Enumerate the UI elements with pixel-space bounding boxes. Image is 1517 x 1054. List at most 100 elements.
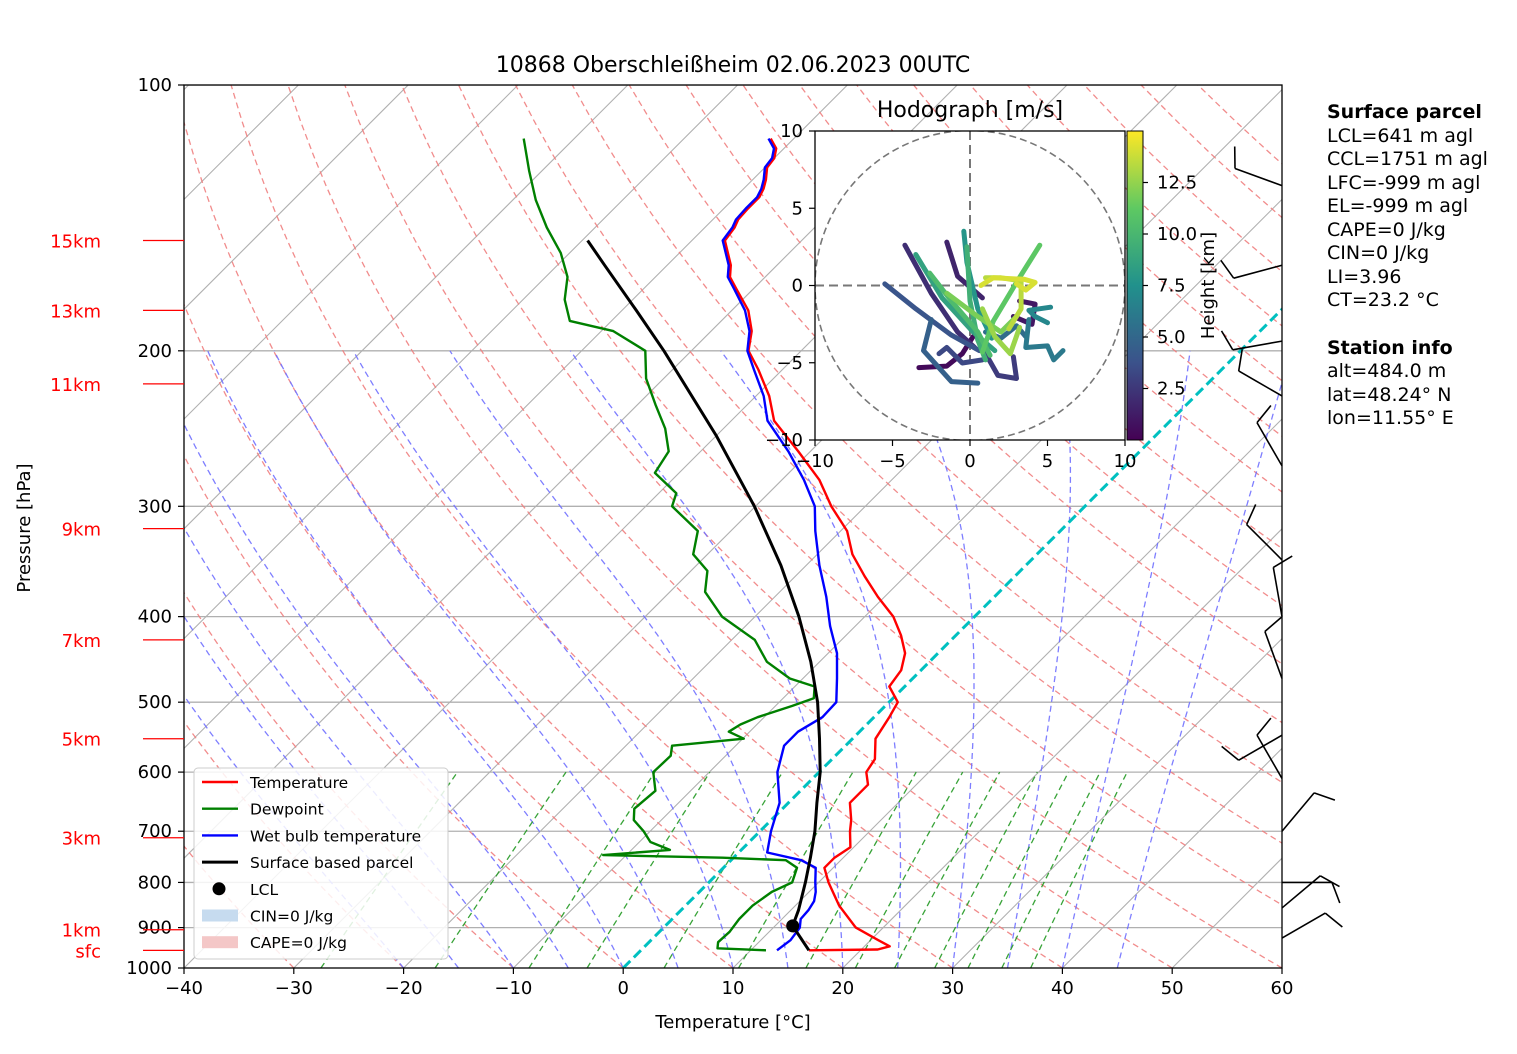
surface-parcel-li: LI=3.96 — [1327, 265, 1402, 288]
mixing-ratio-line — [528, 771, 656, 968]
temperature-line — [723, 138, 907, 952]
x-tick-label: 60 — [1271, 978, 1294, 999]
hodograph-trace — [979, 306, 1023, 357]
dry-adiabat-line — [230, 85, 953, 968]
wind-barb-staff — [1281, 912, 1326, 939]
dry-adiabat-line — [184, 302, 734, 968]
station-info-alt: alt=484.0 m — [1327, 360, 1447, 382]
wind-barb-flag — [1221, 745, 1240, 761]
colorbar-tick-label: 7.5 — [1157, 276, 1186, 297]
legend-label: Temperature — [249, 774, 348, 792]
x-tick-label: 0 — [617, 978, 628, 999]
legend-label: CAPE=0 J/kg — [250, 934, 347, 952]
wind-barbs — [1220, 146, 1343, 939]
wind-barb-staff — [1281, 875, 1321, 909]
station-info-lat: lat=48.24° N — [1327, 383, 1452, 406]
dry-adiabat-line — [856, 85, 1282, 493]
wind-barb — [1233, 146, 1283, 187]
wind-barb — [1272, 555, 1293, 617]
height-label: 5km — [62, 730, 101, 751]
dewpoint-line — [522, 138, 816, 952]
hodograph-trace — [902, 242, 978, 350]
wind-barb-flag — [1245, 504, 1257, 525]
moist-adiabat-line — [449, 350, 789, 968]
x-tick-label: −40 — [165, 978, 203, 999]
height-label: sfc — [75, 941, 101, 962]
legend-swatch — [212, 882, 226, 896]
hodograph-trace — [936, 345, 985, 366]
height-label: 11km — [50, 375, 101, 396]
wind-barb-flag — [1313, 792, 1336, 801]
hodograph-y-tick-label: 0 — [792, 276, 803, 297]
height-label: 15km — [50, 231, 101, 252]
wind-barb-staff — [1256, 422, 1283, 467]
hodograph-trace — [978, 275, 1038, 293]
height-label: 13km — [50, 301, 101, 322]
y-tick-label: 200 — [138, 341, 172, 362]
wind-barb — [1256, 717, 1283, 779]
wind-barb — [1256, 405, 1283, 467]
y-tick-label: 900 — [138, 918, 172, 939]
wind-barb-flag — [1264, 616, 1283, 633]
wind-barb-staff — [1234, 167, 1283, 187]
hodograph: −10 −5 0 5 10 10 5 0 −5 −10 Hodograph [m/s] 2.5 5.0 7… — [765, 98, 1219, 472]
mixing-ratio-line — [1001, 771, 1101, 968]
legend-label: Wet bulb temperature — [250, 827, 421, 845]
colorbar-tick-label: 12.5 — [1157, 173, 1197, 194]
moist-adiabat-line — [720, 350, 902, 968]
wind-barb-flag — [1256, 717, 1272, 736]
moist-adiabat-line — [207, 350, 624, 968]
mixing-ratio-line — [805, 771, 917, 968]
wetbulb-line — [721, 138, 839, 952]
hodograph-trace — [1023, 317, 1066, 363]
moist-adiabat-line — [273, 350, 679, 968]
chart-title: 10868 Oberschleißheim 02.06.2023 00UTC — [496, 53, 971, 78]
skewt-axes: −40 −30 −20 −10 0 10 20 30 40 50 60100200300400500… — [14, 53, 1293, 1033]
x-tick-label: −30 — [275, 978, 313, 999]
isotherm-line — [513, 198, 1282, 968]
dry-adiabat-line — [401, 85, 1282, 968]
height-label: 3km — [62, 829, 101, 850]
hodograph-y-tick-label: 10 — [780, 121, 803, 142]
surface-parcel-title: Surface parcel — [1327, 101, 1482, 123]
wind-barb — [1282, 881, 1341, 904]
dry-adiabat-line — [514, 85, 1282, 844]
dry-adiabat-line — [184, 120, 844, 968]
dry-adiabat-line — [287, 85, 1063, 968]
moist-adiabat-line — [569, 350, 844, 968]
mixing-ratio-line — [586, 771, 711, 968]
legend-box — [193, 767, 449, 960]
moist-adiabat-line — [1116, 380, 1282, 968]
y-tick-label: 700 — [138, 821, 172, 842]
mixing-ratio-line — [663, 771, 784, 968]
colorbar-label: Height [km] — [1198, 232, 1219, 339]
legend-swatch — [202, 936, 238, 949]
lcl-marker — [786, 919, 800, 933]
isotherm-line — [952, 637, 1282, 968]
moist-adiabat-line — [1006, 350, 1072, 968]
x-tick-label: 50 — [1161, 978, 1184, 999]
isotherm-line — [184, 85, 738, 640]
x-tick-label: 30 — [941, 978, 964, 999]
mixing-ratio-line — [1030, 771, 1128, 968]
hodograph-x-tick-label: 10 — [1114, 451, 1137, 472]
y-tick-label: 800 — [138, 872, 172, 893]
wind-barb — [1281, 875, 1340, 909]
hodograph-trace — [882, 281, 982, 354]
height-label: 9km — [62, 520, 101, 541]
y-tick-label: 100 — [138, 75, 172, 96]
isotherm-line — [184, 85, 848, 750]
wind-barb-staff — [1281, 792, 1315, 832]
wind-barb-staff — [1264, 631, 1283, 679]
hodograph-trace — [975, 337, 1019, 381]
x-tick-label: 10 — [722, 978, 745, 999]
x-tick-label: −20 — [385, 978, 423, 999]
y-tick-label: 400 — [138, 607, 172, 628]
surface-parcel-cin: CIN=0 J/kg — [1327, 242, 1430, 264]
hodograph-x-tick-label: −10 — [796, 451, 834, 472]
legend-label: Dewpoint — [250, 801, 324, 819]
x-tick-label: −10 — [494, 978, 532, 999]
y-tick-label: 500 — [138, 692, 172, 713]
wind-barb — [1221, 734, 1283, 761]
